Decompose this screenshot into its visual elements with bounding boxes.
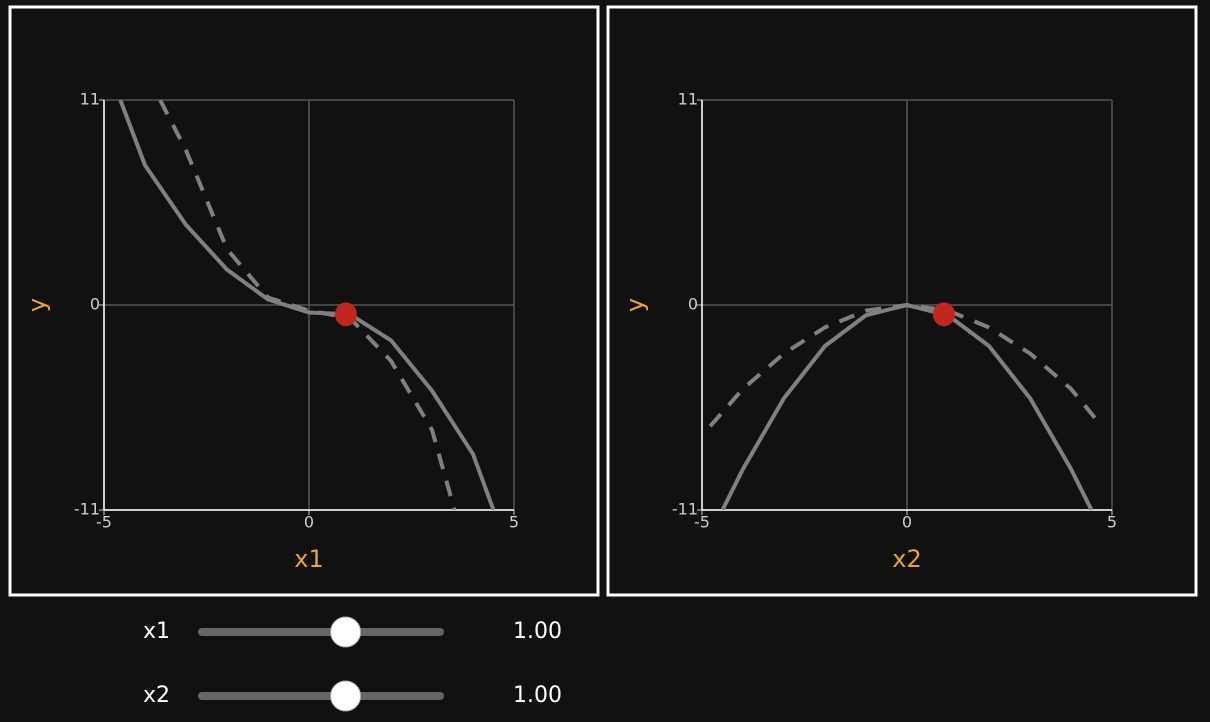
curve [118,100,496,510]
y-tick-label: 0 [688,295,698,314]
marker [334,302,357,327]
y-tick-label: 11 [678,90,698,109]
marker [932,302,955,327]
y-tick-label: -11 [672,500,698,519]
x-tick-label: 0 [902,513,912,532]
slider-knob[interactable] [330,616,362,648]
slider-label: x1 [143,619,170,644]
y-axis-label: y [23,298,51,312]
panel [8,5,600,597]
curve [158,100,457,510]
panel [606,5,1198,597]
x-tick-label: 5 [1107,513,1117,532]
x-tick-label: -5 [96,513,112,532]
slider-label: x2 [143,683,170,708]
x-tick-label: 5 [509,513,519,532]
x-axis-label: x2 [892,545,921,573]
y-tick-label: 0 [90,295,100,314]
curve [708,302,1098,428]
slider-knob[interactable] [330,680,362,712]
slider-value: 1.00 [513,683,562,708]
slider-value: 1.00 [513,619,562,644]
x-tick-label: -5 [694,513,710,532]
x-axis-label: x1 [294,545,323,573]
slider-track[interactable] [198,692,444,700]
y-tick-label: 11 [80,90,100,109]
slider-track[interactable] [198,628,444,636]
y-tick-label: -11 [74,500,100,519]
y-axis-label: y [621,298,649,312]
x-tick-label: 0 [304,513,314,532]
